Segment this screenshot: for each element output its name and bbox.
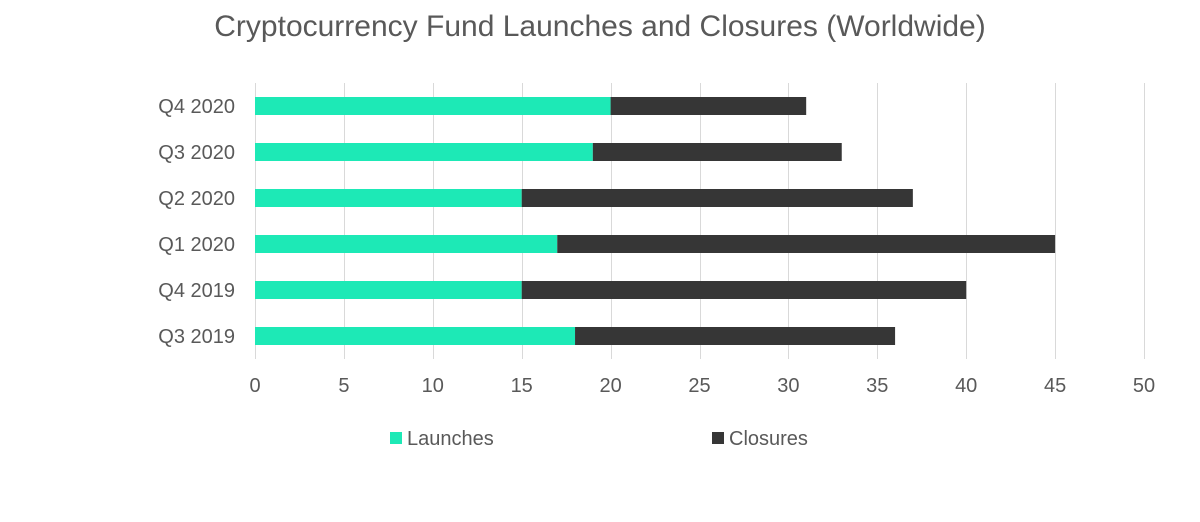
bar-launches-q1-2020 [255, 235, 558, 253]
gridlines [255, 83, 1145, 359]
bar-closures-q4-2019 [521, 281, 967, 299]
bar-closures-q1-2020 [557, 235, 1056, 253]
bar-launches-q3-2020 [255, 143, 593, 161]
legend-swatch-launches [390, 432, 402, 444]
bar-launches-q3-2019 [255, 327, 576, 345]
x-tick-label-10: 10 [422, 375, 444, 397]
legend-label-launches: Launches [407, 428, 494, 450]
category-label-q4-2019: Q4 2019 [158, 280, 235, 302]
category-label-q2-2020: Q2 2020 [158, 188, 235, 210]
x-axis-ticks: 0 5 10 15 20 25 30 35 40 45 50 [249, 375, 1155, 397]
x-tick-label-20: 20 [599, 375, 621, 397]
category-label-q1-2020: Q1 2020 [158, 234, 235, 256]
bar-closures-q3-2020 [592, 143, 842, 161]
bar-closures-q3-2019 [575, 327, 896, 345]
chart-title: Cryptocurrency Fund Launches and Closure… [214, 10, 985, 43]
bar-launches-q4-2019 [255, 281, 522, 299]
bar-closures-q2-2020 [521, 189, 913, 207]
x-tick-label-5: 5 [338, 375, 349, 397]
x-tick-label-25: 25 [688, 375, 710, 397]
legend: Launches Closures [390, 428, 808, 450]
bar-closures-q4-2020 [610, 97, 807, 115]
x-tick-label-50: 50 [1133, 375, 1155, 397]
bars [255, 97, 1056, 345]
legend-swatch-closures [712, 432, 724, 444]
x-tick-label-45: 45 [1044, 375, 1066, 397]
x-tick-label-30: 30 [777, 375, 799, 397]
category-label-q4-2020: Q4 2020 [158, 96, 235, 118]
legend-label-closures: Closures [729, 428, 808, 450]
x-tick-label-40: 40 [955, 375, 977, 397]
x-tick-label-0: 0 [249, 375, 260, 397]
bar-launches-q4-2020 [255, 97, 611, 115]
category-label-q3-2020: Q3 2020 [158, 142, 235, 164]
x-tick-label-15: 15 [511, 375, 533, 397]
x-tick-label-35: 35 [866, 375, 888, 397]
category-labels: Q4 2020 Q3 2020 Q2 2020 Q1 2020 Q4 2019 Q3 20… [158, 96, 235, 348]
bar-launches-q2-2020 [255, 189, 522, 207]
category-label-q3-2019: Q3 2019 [158, 326, 235, 348]
